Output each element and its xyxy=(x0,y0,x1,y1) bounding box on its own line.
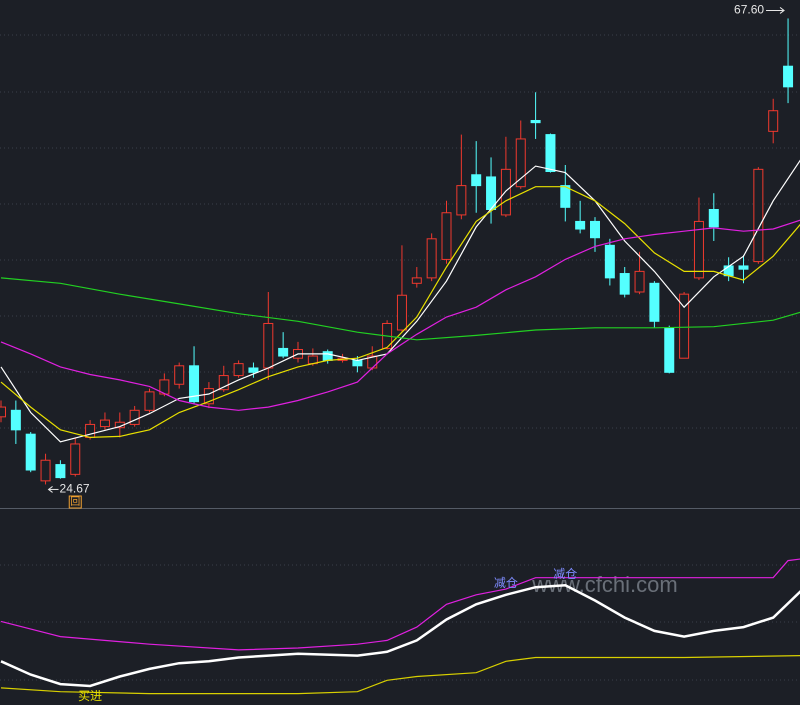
candle-body xyxy=(560,185,571,208)
line xyxy=(0,655,800,695)
candle-body xyxy=(471,174,482,187)
candle-body xyxy=(411,277,422,284)
candle-body xyxy=(233,363,244,377)
candle-body xyxy=(203,388,214,405)
candle-body xyxy=(679,293,690,359)
candle-body xyxy=(10,409,21,431)
candle-body xyxy=(575,220,586,230)
candle-body xyxy=(396,294,407,331)
candle-body xyxy=(278,347,289,357)
candle-body xyxy=(604,244,615,279)
candle-body xyxy=(738,265,749,270)
candle-body xyxy=(441,212,452,260)
candle-body xyxy=(619,273,630,295)
candle-body xyxy=(99,419,110,428)
candle-body xyxy=(129,409,140,425)
candle-body xyxy=(753,168,764,263)
candle-body xyxy=(263,322,274,369)
candle-body xyxy=(0,406,6,418)
candle-body xyxy=(322,351,333,361)
candle-body xyxy=(40,459,51,482)
candle-body xyxy=(426,238,437,279)
annotation: 买进 xyxy=(78,689,102,703)
line xyxy=(0,219,800,411)
candle-body xyxy=(70,443,81,475)
marker: 回 xyxy=(70,496,80,508)
candle-body xyxy=(783,65,794,88)
candle-body xyxy=(515,138,526,188)
candle-body xyxy=(456,185,467,216)
line xyxy=(0,584,800,688)
annotation: 减仓 xyxy=(494,576,518,590)
candle-body xyxy=(189,365,200,403)
candle-body xyxy=(500,168,511,216)
line xyxy=(0,277,800,341)
candle-body xyxy=(174,365,185,385)
marker-box xyxy=(68,495,82,509)
line xyxy=(0,558,800,651)
candle-body xyxy=(352,359,363,367)
candle-body xyxy=(25,433,36,471)
arrow-head xyxy=(47,486,53,493)
candle-body xyxy=(649,282,660,322)
candle-body xyxy=(55,464,66,479)
max-label: 67.60 xyxy=(734,3,764,17)
watermark: www.cfchi.com xyxy=(531,572,677,597)
candle-body xyxy=(768,110,779,132)
candle-body xyxy=(634,270,645,293)
candle-body xyxy=(664,327,675,373)
candle-body xyxy=(693,220,704,279)
annotation: 减仓 xyxy=(553,567,577,581)
min-label: 24.67 xyxy=(60,482,90,496)
candle-body xyxy=(144,391,155,411)
candle-body xyxy=(218,375,229,391)
line xyxy=(0,186,800,439)
candle-body xyxy=(708,208,719,228)
arrow-head xyxy=(779,7,785,14)
candle-body xyxy=(530,119,541,124)
candle-body xyxy=(248,367,259,373)
candle-body xyxy=(590,220,600,239)
candle-body xyxy=(545,134,556,173)
